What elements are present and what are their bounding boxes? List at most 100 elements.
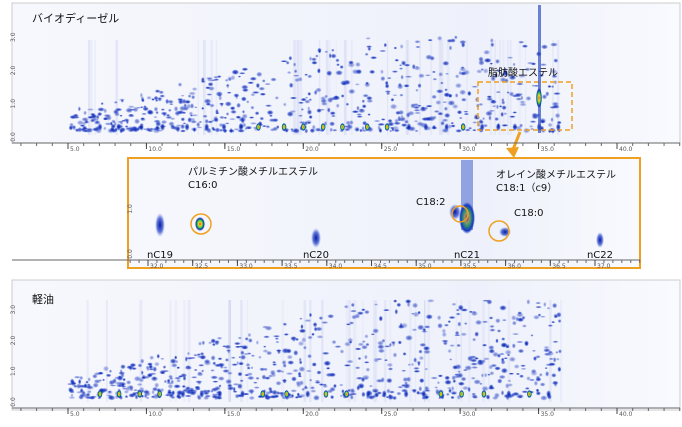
peak — [240, 350, 244, 355]
peak — [501, 358, 504, 362]
peak — [201, 107, 204, 110]
peak — [282, 123, 287, 131]
peak — [293, 62, 296, 66]
peak — [191, 95, 195, 99]
peak — [473, 115, 480, 120]
x-tick-label: 40.0 — [619, 146, 633, 153]
peak — [461, 42, 465, 48]
peak — [321, 321, 329, 324]
peak — [470, 355, 477, 359]
peak — [307, 354, 312, 358]
peak — [199, 355, 206, 360]
peak — [70, 125, 76, 129]
peak — [452, 365, 458, 370]
peak — [154, 382, 159, 388]
peak — [467, 91, 471, 96]
peak — [203, 360, 211, 366]
peak — [533, 315, 540, 320]
peak — [553, 313, 558, 318]
peak — [412, 302, 418, 308]
peak — [262, 325, 268, 328]
peak — [329, 387, 335, 392]
peak — [547, 85, 551, 88]
peak — [448, 388, 452, 393]
peak — [520, 365, 526, 367]
peak — [422, 328, 426, 332]
peak — [141, 370, 144, 375]
peak — [418, 386, 422, 392]
peak — [139, 123, 144, 131]
peak — [384, 43, 387, 48]
x-tick-label: 10.0 — [148, 411, 162, 418]
peak — [224, 345, 231, 349]
peak — [408, 363, 411, 366]
peak — [321, 123, 326, 131]
peak — [394, 59, 399, 62]
peak — [379, 316, 383, 322]
peak — [494, 393, 500, 399]
y-tick-label: 0.0 — [10, 397, 17, 407]
peak — [260, 117, 265, 121]
peak — [516, 83, 524, 86]
peak — [461, 98, 467, 102]
peak — [406, 123, 411, 131]
peak — [440, 121, 445, 126]
peak — [532, 350, 536, 352]
peak — [387, 363, 394, 367]
peak — [197, 372, 204, 377]
peak — [377, 344, 384, 349]
peak — [507, 56, 514, 58]
peak — [286, 61, 290, 65]
peak — [373, 120, 380, 122]
peak — [501, 105, 506, 110]
x-tick-label: 25.0 — [384, 146, 398, 153]
peak — [330, 111, 336, 115]
peak — [266, 351, 272, 355]
peak — [459, 390, 464, 398]
y-tick-label: 0.0 — [10, 132, 17, 142]
streak — [525, 40, 526, 135]
peak — [365, 82, 369, 85]
peak — [405, 335, 413, 341]
peak — [129, 367, 132, 371]
peak — [495, 318, 501, 323]
peak — [272, 361, 276, 363]
peak — [218, 357, 223, 360]
peak — [78, 106, 81, 111]
peak — [115, 381, 123, 385]
peak — [176, 366, 180, 369]
peak — [313, 322, 317, 328]
peak — [365, 53, 369, 56]
streak — [115, 40, 118, 135]
peak — [205, 86, 211, 89]
peak — [290, 389, 297, 392]
peak — [385, 123, 390, 131]
peak — [424, 325, 431, 328]
x-tick-label: 10.0 — [148, 146, 162, 153]
streak — [375, 300, 377, 402]
peak — [488, 115, 492, 121]
peak — [399, 94, 403, 97]
peak — [195, 380, 203, 383]
plume — [461, 160, 473, 230]
y-tick-label: 0.0 — [127, 249, 134, 259]
streak — [336, 40, 337, 135]
peak — [437, 112, 443, 116]
peak — [495, 91, 501, 93]
peak — [514, 93, 522, 98]
peak — [341, 94, 345, 98]
peak — [346, 360, 354, 364]
peak — [438, 72, 443, 77]
peak — [351, 303, 355, 307]
peak — [552, 303, 557, 309]
x-tick-label: 34.0 — [329, 263, 343, 270]
peak — [214, 396, 218, 401]
peak — [332, 129, 337, 132]
peak — [227, 92, 232, 94]
peak — [250, 366, 253, 369]
peak — [114, 101, 118, 104]
peak — [225, 79, 229, 82]
peak — [546, 390, 551, 398]
peak — [512, 343, 516, 348]
peak — [553, 58, 558, 63]
